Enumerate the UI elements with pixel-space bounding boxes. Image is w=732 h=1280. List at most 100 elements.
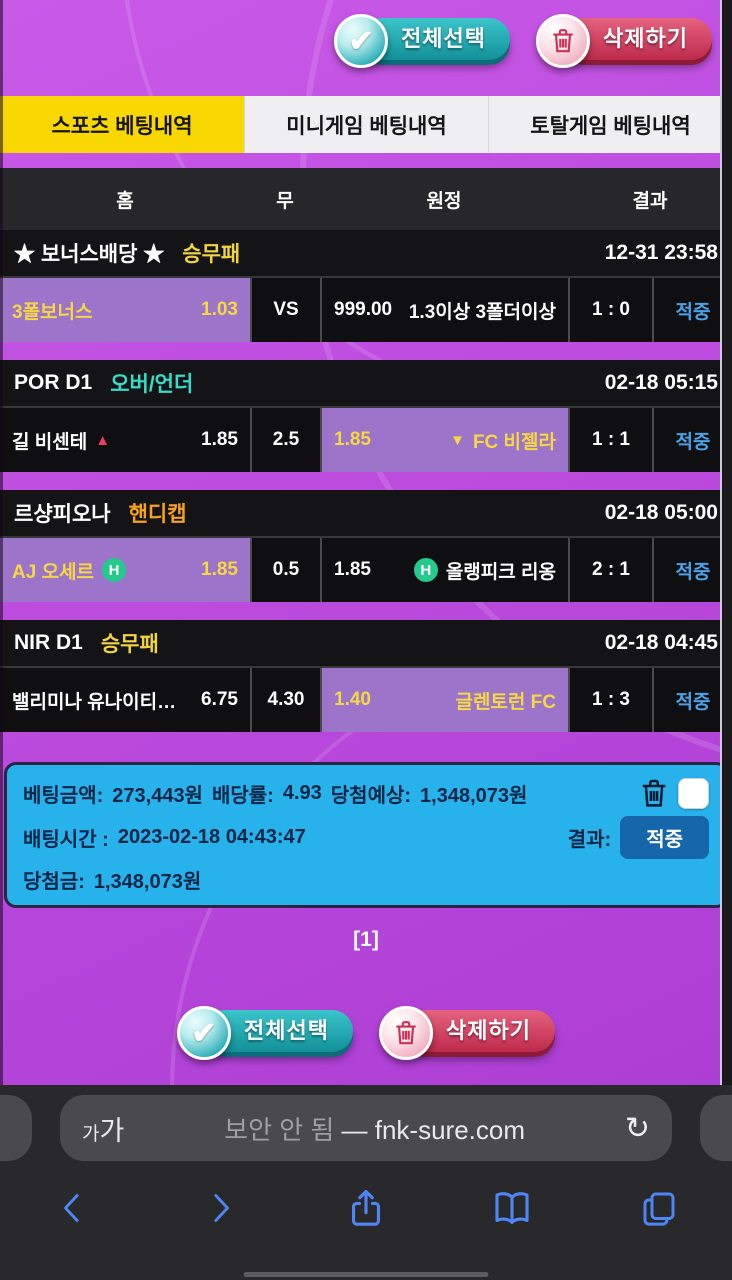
away-cell: 1.85 H 올랭피크 리옹 — [320, 538, 568, 602]
bet-row: 밸리미나 유나이티… 6.75 4.30 1.40 글렌토런 FC 1 : 3 … — [0, 668, 732, 732]
result-cell: 적중 — [652, 408, 732, 472]
share-icon[interactable] — [343, 1185, 389, 1231]
bottom-action-buttons: ✔ 전체선택 삭제하기 — [177, 1006, 555, 1060]
security-status: 보안 안 됨 — [224, 1114, 335, 1145]
result-label: 결과: — [567, 829, 612, 851]
forward-icon[interactable] — [197, 1185, 243, 1231]
league-name: POR D1 — [14, 371, 93, 394]
select-all-button[interactable]: ✔ 전체선택 — [334, 14, 511, 68]
home-cell: 길 비센테 ▲ 1.85 — [0, 408, 250, 472]
column-header-draw: 무 — [276, 190, 294, 212]
draw-cell: 2.5 — [250, 408, 320, 472]
expected-win-label: 당첨예상: — [330, 785, 412, 807]
section-header: POR D1 오버/언더 02-18 05:15 — [0, 360, 732, 408]
handicap-icon: H — [413, 558, 438, 582]
bookmarks-icon[interactable] — [489, 1185, 535, 1231]
away-odds: 1.85 — [334, 429, 371, 450]
away-team-name: 글렌토런 FC — [455, 691, 556, 713]
home-indicator-bar[interactable] — [243, 1272, 489, 1277]
match-time: 02-18 05:00 — [604, 501, 718, 524]
odds-label: 배당률: — [211, 785, 274, 807]
score-cell: 1 : 1 — [568, 408, 652, 472]
tab-sports-betting[interactable]: 스포츠 베팅내역 — [0, 96, 244, 153]
trash-icon — [379, 1006, 433, 1060]
away-odds: 1.40 — [334, 689, 371, 710]
league-name: ★ 보너스배당 ★ — [14, 243, 165, 266]
win-amount-label: 당첨금: — [23, 871, 85, 893]
url-text: 보안 안 됨 — fnk-sure.com — [124, 1110, 625, 1147]
away-cell: 1.40 글렌토런 FC — [320, 668, 568, 732]
home-cell: 밸리미나 유나이티… 6.75 — [0, 668, 250, 732]
away-team-name: 올랭피크 리옹 — [445, 561, 556, 583]
domain-text: fnk-sure.com — [374, 1114, 526, 1145]
betting-table: 홈 무 원정 결과 ★ 보너스배당 ★ 승무패 12-31 23:58 3폴보너… — [0, 168, 732, 732]
previous-tab-stub[interactable] — [0, 1095, 32, 1161]
bet-select-checkbox[interactable] — [678, 778, 709, 809]
expected-win-value: 1,348,073원 — [420, 785, 528, 807]
away-odds: 999.00 — [334, 299, 393, 320]
market-type: 핸디캡 — [128, 503, 187, 526]
next-tab-stub[interactable] — [700, 1095, 732, 1161]
draw-cell: VS — [250, 278, 320, 342]
result-cell: 적중 — [652, 668, 732, 732]
screen-edge-left — [0, 0, 3, 1085]
tab-minigame-betting[interactable]: 미니게임 베팅내역 — [244, 96, 488, 153]
result-cell: 적중 — [652, 538, 732, 602]
checkmark-icon: ✔ — [177, 1006, 232, 1060]
bet-time-label: 배팅시간 : — [23, 829, 109, 851]
odds-value: 4.93 — [282, 782, 322, 804]
bet-section: 르샹피오나 핸디캡 02-18 05:00 AJ 오세르 H 1.85 0.5 … — [0, 490, 732, 602]
handicap-icon: H — [102, 558, 127, 582]
score-cell: 2 : 1 — [568, 538, 652, 602]
away-team-name: FC 비젤라 — [472, 431, 556, 453]
match-time: 02-18 05:15 — [604, 371, 718, 394]
home-odds: 6.75 — [201, 689, 238, 710]
select-all-button-label: 전체선택 — [204, 1010, 353, 1052]
result-status-button[interactable]: 적중 — [620, 816, 709, 859]
score-cell: 1 : 3 — [568, 668, 652, 732]
win-amount-value: 1,348,073원 — [93, 871, 202, 893]
pagination-page-1[interactable]: [1] — [353, 928, 379, 951]
home-team-name: 길 비센테 — [12, 431, 88, 453]
summary-line-win: 당첨금: 1,348,073원 — [23, 865, 709, 894]
summary-line-time: 배팅시간 : 2023-02-18 04:43:47 결과: 적중 — [23, 816, 709, 859]
home-team-name: 3폴보너스 — [12, 301, 93, 323]
bet-section: NIR D1 승무패 02-18 04:45 밸리미나 유나이티… 6.75 4… — [0, 620, 732, 732]
tab-totalgame-betting[interactable]: 토탈게임 베팅내역 — [488, 96, 732, 153]
checkmark-icon: ✔ — [334, 14, 389, 68]
reload-icon[interactable]: ↻ — [624, 1111, 650, 1145]
address-bar[interactable]: 가가 보안 안 됨 — fnk-sure.com ↻ — [60, 1095, 672, 1161]
home-cell: AJ 오세르 H 1.85 — [0, 538, 250, 602]
section-header: ★ 보너스배당 ★ 승무패 12-31 23:58 — [0, 230, 732, 278]
bet-section: POR D1 오버/언더 02-18 05:15 길 비센테 ▲ 1.85 2.… — [0, 360, 732, 472]
tabs-icon[interactable] — [636, 1185, 682, 1231]
draw-cell: 0.5 — [250, 538, 320, 602]
bet-row: 길 비센테 ▲ 1.85 2.5 1.85 ▼ FC 비젤라 1 : 1 적중 — [0, 408, 732, 472]
column-header-result: 결과 — [632, 190, 668, 212]
column-header-away: 원정 — [426, 190, 462, 212]
home-team-name: 밸리미나 유나이티… — [12, 691, 177, 713]
bet-row: 3폴보너스 1.03 VS 999.00 1.3이상 3폴더이상 1 : 0 적… — [0, 278, 732, 342]
delete-bet-icon[interactable] — [639, 777, 669, 810]
back-icon[interactable] — [50, 1185, 96, 1231]
delete-button[interactable]: 삭제하기 — [379, 1006, 555, 1060]
match-time: 02-18 04:45 — [604, 631, 718, 654]
away-cell: 999.00 1.3이상 3폴더이상 — [320, 278, 568, 342]
delete-button[interactable]: 삭제하기 — [536, 14, 712, 68]
score-cell: 1 : 0 — [568, 278, 652, 342]
trash-icon — [536, 14, 591, 68]
away-cell: 1.85 ▼ FC 비젤라 — [320, 408, 568, 472]
url-separator: — — [334, 1114, 375, 1145]
bet-row: AJ 오세르 H 1.85 0.5 1.85 H 올랭피크 리옹 2 : 1 적… — [0, 538, 732, 602]
section-header: 르샹피오나 핸디캡 02-18 05:00 — [0, 490, 732, 538]
bet-section: ★ 보너스배당 ★ 승무패 12-31 23:58 3폴보너스 1.03 VS … — [0, 230, 732, 342]
screen-edge-right — [720, 0, 732, 1085]
text-size-button[interactable]: 가가 — [82, 1115, 125, 1146]
market-type: 오버/언더 — [110, 373, 194, 396]
home-odds: 1.85 — [201, 559, 238, 580]
select-all-button[interactable]: ✔ 전체선택 — [177, 1006, 353, 1060]
home-odds: 1.03 — [201, 299, 238, 320]
table-header-row: 홈 무 원정 결과 — [0, 168, 732, 230]
bet-summary-card: 베팅금액: 273,443원 배당률: 4.93 당첨예상: 1,348,073… — [4, 762, 728, 908]
